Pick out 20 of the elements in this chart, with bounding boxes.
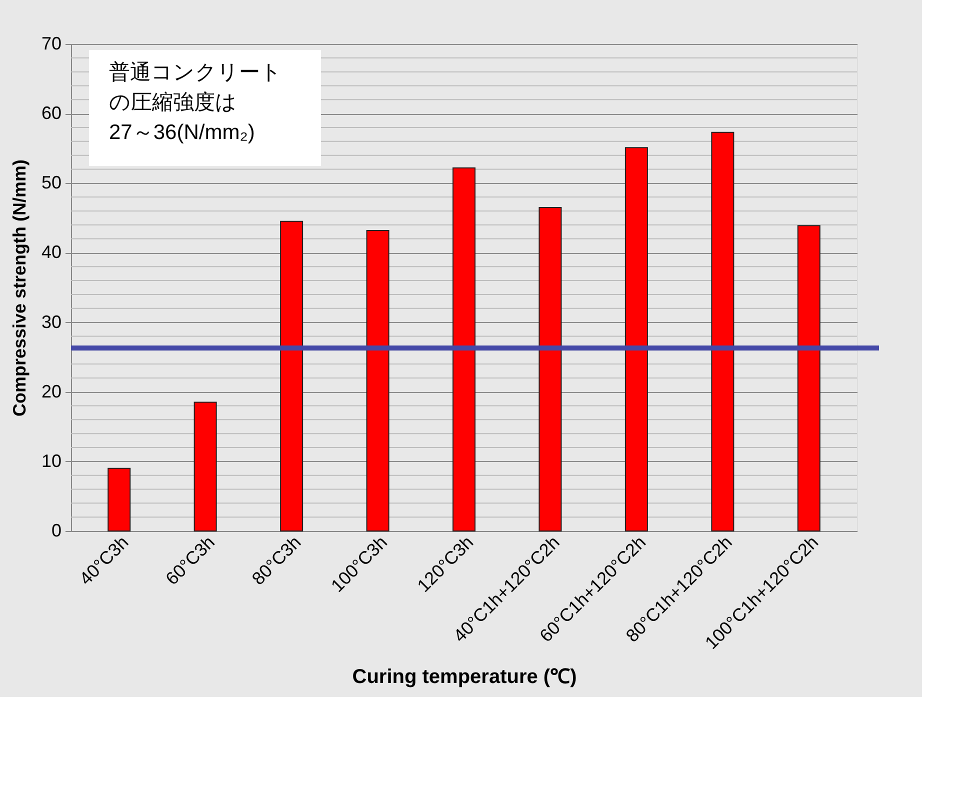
- y-axis-title: Compressive strength (N/mm): [9, 159, 30, 417]
- y-tick-label: 50: [41, 172, 62, 193]
- x-axis-title: Curing temperature (℃): [352, 666, 577, 688]
- y-tick-label: 30: [41, 312, 62, 332]
- bar: [108, 468, 131, 532]
- bar: [366, 230, 390, 532]
- bar: [194, 402, 217, 532]
- y-tick-label: 10: [41, 450, 62, 471]
- bar: [797, 225, 820, 532]
- y-tick-label: 60: [41, 103, 62, 124]
- bar: [711, 132, 734, 532]
- bar: [624, 147, 648, 532]
- annotation: 普通コンクリートの圧縮強度は27～36(N/mm₂): [109, 60, 282, 144]
- bar: [452, 167, 476, 532]
- y-tick-label: 40: [41, 242, 62, 262]
- y-tick-label: 0: [51, 520, 62, 540]
- y-tick-label: 20: [41, 381, 62, 402]
- bar: [538, 206, 562, 532]
- y-tick-label: 70: [41, 34, 62, 54]
- bar: [280, 220, 304, 532]
